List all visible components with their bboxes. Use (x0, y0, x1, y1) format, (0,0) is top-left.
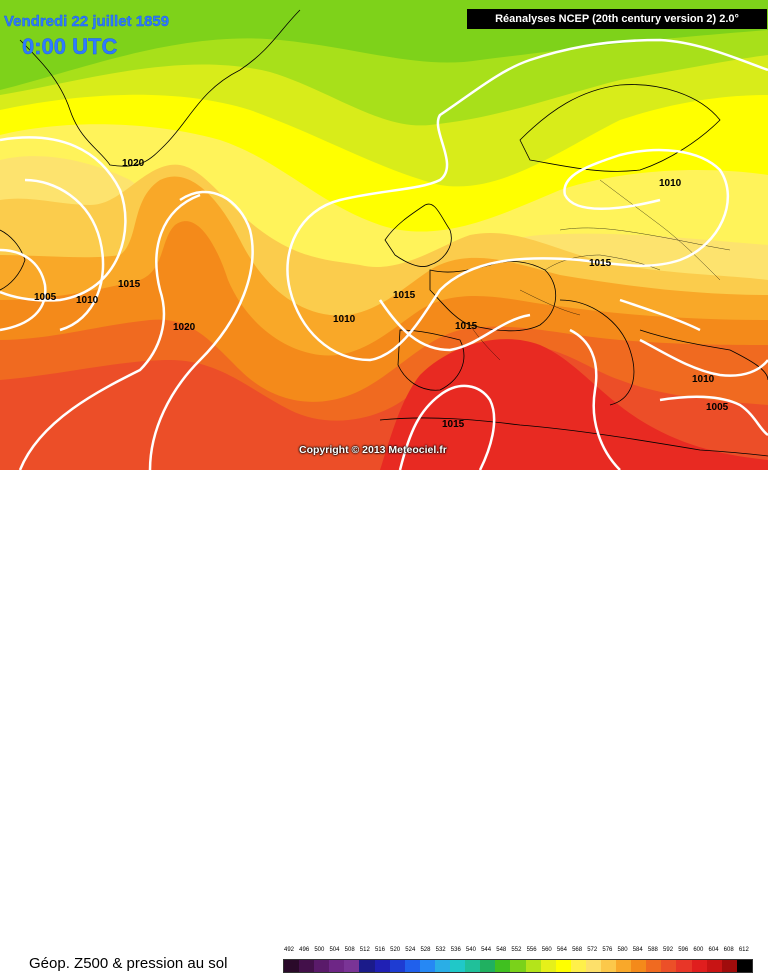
scale-value: 496 (299, 947, 310, 953)
chart-date: Vendredi 22 juillet 1859 (4, 13, 170, 30)
scale-swatch (284, 960, 300, 972)
isobar-label: 1020 (122, 158, 145, 169)
isobar-label: 1015 (442, 419, 465, 430)
scale-value: 512 (359, 947, 370, 953)
scale-value: 540 (465, 947, 476, 953)
scale-swatch (570, 960, 586, 972)
scale-value: 608 (723, 947, 734, 953)
scale-value: 568 (572, 947, 583, 953)
scale-value: 604 (708, 947, 719, 953)
scale-swatch (736, 960, 752, 972)
chart-time: 0:00 UTC (22, 34, 118, 59)
isobar-label: 1010 (76, 295, 99, 306)
scale-swatch (465, 960, 481, 972)
scale-swatch (495, 960, 511, 972)
scale-swatch (555, 960, 571, 972)
scale-value: 588 (647, 947, 658, 953)
scale-value: 528 (420, 947, 431, 953)
isobars (0, 38, 768, 470)
scale-swatch (404, 960, 420, 972)
isobar-label: 1015 (589, 258, 612, 269)
scale-swatch (389, 960, 405, 972)
scale-value: 492 (284, 947, 295, 953)
scale-swatch (600, 960, 617, 972)
scale-swatch (646, 960, 662, 972)
scale-swatch (676, 960, 692, 972)
scale-swatch (450, 960, 466, 972)
scale-value: 612 (738, 947, 749, 953)
isobar-label: 1010 (333, 314, 356, 325)
scale-swatch (329, 960, 345, 972)
copyright: Copyright © 2013 Meteociel.fr (299, 444, 447, 456)
scale-swatch (540, 960, 556, 972)
isobar-label: 1010 (659, 178, 682, 189)
scale-swatch (510, 960, 526, 972)
geopotential-map: 1020 1010 1015 1005 1010 1015 1020 1015 … (0, 0, 768, 470)
scale-swatch (616, 960, 632, 972)
scale-value: 564 (556, 947, 567, 953)
scale-swatch (706, 960, 722, 972)
scale-value: 532 (435, 947, 446, 953)
scale-value: 580 (617, 947, 628, 953)
scale-value: 516 (374, 947, 385, 953)
scale-value: 548 (496, 947, 507, 953)
scale-value: 592 (663, 947, 674, 953)
band-596 (380, 339, 768, 470)
scale-value: 552 (511, 947, 522, 953)
scale-value: 556 (526, 947, 537, 953)
isobar-label: 1005 (706, 402, 729, 413)
product-label: Géop. Z500 & pression au sol (29, 955, 228, 972)
scale-swatch (631, 960, 647, 972)
scale-swatch (661, 960, 677, 972)
scale-value: 572 (587, 947, 598, 953)
scale-value: 536 (450, 947, 461, 953)
scale-swatch (419, 960, 435, 972)
scale-value: 504 (329, 947, 340, 953)
scale-value: 600 (693, 947, 704, 953)
isobar-label: 1015 (393, 290, 416, 301)
legend-footer: Géop. Z500 & pression au sol 492 496 500 50… (0, 470, 768, 973)
scale-value: 508 (344, 947, 355, 953)
scale-value: 596 (678, 947, 689, 953)
scale-swatch (721, 960, 737, 972)
scale-swatch (374, 960, 390, 972)
color-scale (283, 959, 753, 973)
scale-value: 576 (602, 947, 613, 953)
scale-swatch (691, 960, 707, 972)
color-scale-labels: 492 496 500 504 508 512 516 520 524 528 532 536 540 5… (283, 947, 753, 957)
scale-value: 584 (632, 947, 643, 953)
scale-value: 524 (405, 947, 416, 953)
scale-value: 500 (314, 947, 325, 953)
source-label: Réanalyses NCEP (20th century version 2)… (467, 9, 767, 29)
isobar-label: 1005 (34, 292, 57, 303)
scale-swatch (299, 960, 315, 972)
isobar-label: 1020 (173, 322, 196, 333)
scale-swatch (359, 960, 375, 972)
scale-value: 544 (481, 947, 492, 953)
isobar-label: 1015 (455, 321, 478, 332)
scale-swatch (585, 960, 601, 972)
scale-swatch (525, 960, 541, 972)
scale-swatch (314, 960, 330, 972)
isobar-label: 1010 (692, 374, 715, 385)
scale-swatch (480, 960, 496, 972)
scale-value: 520 (390, 947, 401, 953)
isobar-label: 1015 (118, 279, 141, 290)
scale-swatch (434, 960, 451, 972)
scale-value: 560 (541, 947, 552, 953)
scale-swatch (344, 960, 360, 972)
